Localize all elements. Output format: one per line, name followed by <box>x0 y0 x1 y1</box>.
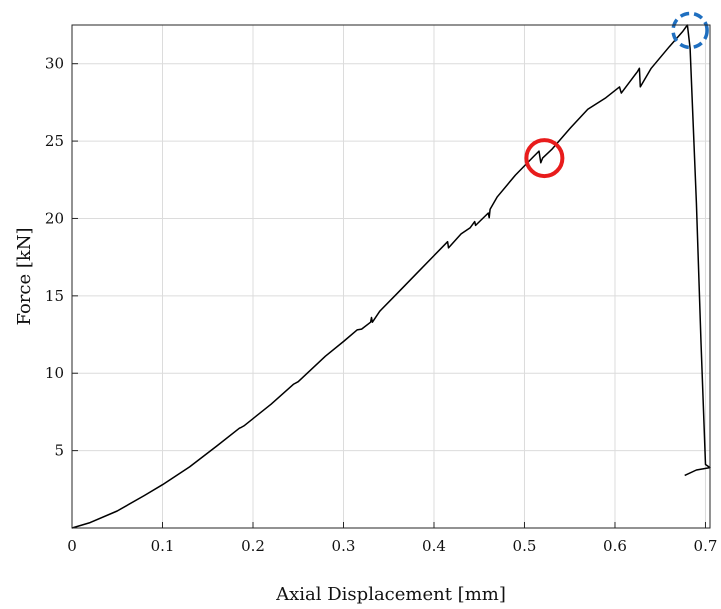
x-tick-label: 0.5 <box>513 537 537 555</box>
grid-lines <box>71 25 710 528</box>
plot-frame <box>71 24 711 529</box>
x-tick-label: 0.2 <box>241 537 265 555</box>
x-axis-title: Axial Displacement [mm] <box>275 584 506 605</box>
plot-background <box>72 25 710 528</box>
x-tick-label: 0.3 <box>332 537 356 555</box>
x-tick-label: 0.7 <box>694 537 718 555</box>
highlight-marker-circle <box>524 138 565 179</box>
series-layer <box>71 24 711 529</box>
y-tick-label: 5 <box>54 442 64 460</box>
x-tick-label: 0.1 <box>151 537 175 555</box>
y-tick-label: 15 <box>45 287 64 305</box>
annotation-layer <box>524 11 709 179</box>
y-axis-title: Force [kN] <box>14 227 35 325</box>
peak-marker-circle <box>671 11 709 50</box>
y-axis-ticks: 5 10 15 20 25 30 <box>45 55 78 460</box>
x-tick-label: 0 <box>67 537 77 555</box>
y-tick-label: 30 <box>45 55 64 73</box>
y-tick-label: 25 <box>45 132 64 150</box>
y-tick-label: 20 <box>45 209 64 227</box>
x-tick-label: 0.6 <box>603 537 627 555</box>
y-tick-label: 10 <box>45 364 64 382</box>
x-axis-ticks: 0 0.1 0.2 0.3 0.4 0.5 0.6 0.7 <box>67 522 717 555</box>
x-tick-label: 0.4 <box>422 537 446 555</box>
force-curve-line <box>71 24 711 529</box>
